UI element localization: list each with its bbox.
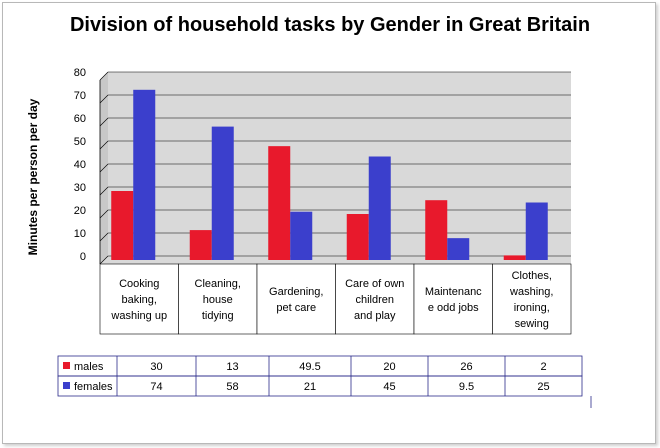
bar-males bbox=[189, 230, 212, 260]
x-tick-label: e odd jobs bbox=[428, 302, 479, 314]
x-tick-label: house bbox=[203, 294, 233, 306]
table-value: 20 bbox=[383, 361, 395, 373]
y-tick-label: 10 bbox=[74, 228, 86, 240]
table-value: 2 bbox=[540, 361, 546, 373]
x-tick-label: pet care bbox=[276, 302, 316, 314]
table-value: 30 bbox=[150, 361, 162, 373]
y-tick-label: 80 bbox=[74, 67, 86, 79]
bar-males bbox=[503, 255, 526, 260]
bar-females bbox=[447, 238, 470, 260]
x-tick-label: Cooking bbox=[119, 278, 159, 290]
x-tick-label: baking, bbox=[122, 294, 157, 306]
table-row bbox=[57, 375, 583, 397]
table-value: 21 bbox=[304, 381, 316, 393]
data-table: males 30 13 49.5 20 26 2 females 74 58 21 45 9.5 25 bbox=[57, 355, 592, 408]
x-tick-label: washing, bbox=[509, 286, 553, 298]
bar-males bbox=[268, 146, 291, 260]
table-value: 25 bbox=[537, 381, 549, 393]
bar-females bbox=[133, 89, 156, 260]
legend-label-males: males bbox=[74, 361, 104, 373]
legend-label-females: females bbox=[74, 381, 113, 393]
gridline-diagonal bbox=[99, 140, 109, 150]
x-tick-label: sewing bbox=[515, 318, 549, 330]
x-tick-label: Care of own bbox=[345, 278, 404, 290]
category-box bbox=[413, 263, 493, 335]
category-box bbox=[335, 263, 415, 335]
category-box bbox=[99, 263, 179, 335]
x-tick-label: Clothes, bbox=[512, 270, 552, 282]
table-value: 58 bbox=[226, 381, 238, 393]
chart-title: Division of household tasks by Gender in… bbox=[70, 14, 590, 36]
x-tick-label: Maintenanc bbox=[425, 286, 482, 298]
y-tick-label: 30 bbox=[74, 182, 86, 194]
bar-males bbox=[111, 191, 134, 260]
x-tick-label: ironing, bbox=[514, 302, 550, 314]
table-value: 45 bbox=[383, 381, 395, 393]
legend-swatch-males bbox=[63, 362, 70, 369]
x-tick-label: tidying bbox=[202, 310, 234, 322]
category-box bbox=[492, 263, 572, 335]
gridline-diagonal bbox=[99, 186, 109, 196]
table-value: 13 bbox=[226, 361, 238, 373]
gridline-diagonal bbox=[99, 163, 109, 173]
bar-females bbox=[368, 156, 391, 260]
x-tick-label: and play bbox=[354, 310, 396, 322]
y-tick-label: 40 bbox=[74, 159, 86, 171]
bar-males bbox=[346, 214, 369, 260]
bar-females bbox=[211, 126, 234, 260]
gridline-diagonal bbox=[99, 94, 109, 104]
x-tick-label: washing up bbox=[110, 310, 167, 322]
gridline-diagonal bbox=[99, 209, 109, 219]
x-tick-label: children bbox=[355, 294, 394, 306]
bar-females bbox=[290, 211, 313, 260]
y-tick-label: 70 bbox=[74, 90, 86, 102]
x-tick-label: Cleaning, bbox=[195, 278, 241, 290]
table-value: 49.5 bbox=[299, 361, 320, 373]
bar-females bbox=[525, 202, 548, 260]
category-box bbox=[178, 263, 258, 335]
y-tick-label: 50 bbox=[74, 136, 86, 148]
y-tick-label: 60 bbox=[74, 113, 86, 125]
y-tick-label: 0 bbox=[80, 251, 86, 263]
category-box bbox=[256, 263, 336, 335]
y-tick-label: 20 bbox=[74, 205, 86, 217]
table-value: 9.5 bbox=[459, 381, 474, 393]
plot-area: 0 10 20 30 40 50 60 70 80 Cooking baking, washing u… bbox=[74, 67, 572, 335]
x-tick-label: Gardening, bbox=[269, 286, 323, 298]
table-value: 26 bbox=[460, 361, 472, 373]
legend-swatch-females bbox=[63, 382, 70, 389]
table-value: 74 bbox=[150, 381, 162, 393]
gridline-diagonal bbox=[99, 71, 109, 81]
gridline-diagonal bbox=[99, 117, 109, 127]
bar-males bbox=[425, 200, 448, 260]
gridline-diagonal bbox=[99, 232, 109, 242]
gridline-diagonal bbox=[99, 255, 109, 265]
y-axis-title: Minutes per person per day bbox=[26, 98, 40, 255]
plot-background bbox=[100, 72, 571, 264]
